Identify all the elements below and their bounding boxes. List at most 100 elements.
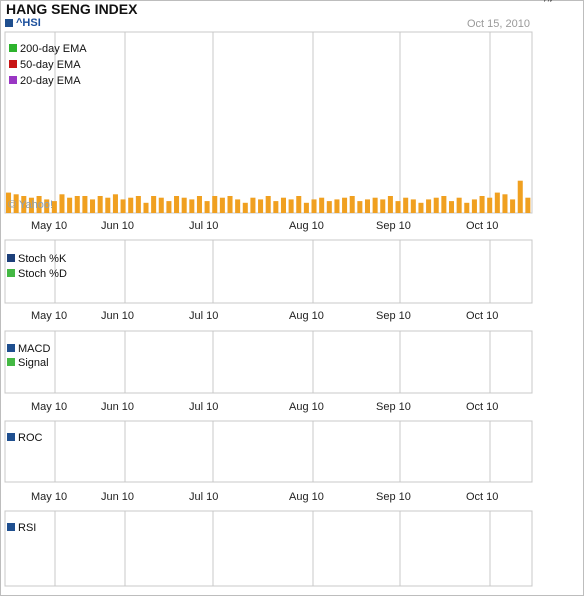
volume-bar [13,194,19,213]
volume-bar [151,196,157,213]
volume-bar [342,197,348,213]
roc-x-tick-1: Jun 10 [101,491,134,503]
macd-y-tick-1: 500 [537,0,555,3]
volume-bar [510,199,516,213]
macd-x-tick-4: Sep 10 [376,401,411,413]
price-y-tick-5: 19,000 [537,0,571,3]
price-y-tick-2: 22,000 [537,0,571,3]
volume-bar [74,196,80,213]
legend-rsi-swatch [7,523,15,531]
roc-y-tick-2: -1,000 [537,0,568,3]
legend-stoch-d-swatch [7,269,15,277]
rsi-y-tick-4: 0 [537,0,543,3]
legend-macd-swatch [7,344,15,352]
legend-roc-label: ROC [18,432,43,444]
symbol-text: ^HSI [16,17,41,29]
macd-x-tick-2: Jul 10 [189,401,218,413]
volume-bar [212,196,218,213]
legend-stoch-k-label: Stoch %K [18,253,67,265]
volume-bar [120,199,126,213]
volume-bar [517,180,523,213]
legend-ema20-swatch [9,76,17,84]
volume-bar [464,202,470,213]
rsi-y-tick-2: 50 [537,0,549,3]
price-x-tick-3: Aug 10 [289,220,324,232]
volume-bar [181,197,187,213]
price-x-tick-0: May 10 [31,220,67,232]
volume-bar [487,197,493,213]
volume-bar [319,197,325,213]
volume-bar [128,197,134,213]
yahoo-watermark: © Yahoo! [8,199,53,211]
volume-bar [21,196,27,213]
volume-bar [471,199,477,213]
roc-x-tick-2: Jul 10 [189,491,218,503]
volume-bar [158,197,164,213]
macd-x-tick-1: Jun 10 [101,401,134,413]
volume-bar [525,197,531,213]
stoch-x-tick-1: Jun 10 [101,310,134,322]
roc-x-tick-3: Aug 10 [289,491,324,503]
stoch-x-tick-5: Oct 10 [466,310,498,322]
price-y-tick-6: 18,000 [537,0,571,3]
legend-roc-swatch [7,433,15,441]
legend-macd-label: MACD [18,343,50,355]
stoch-x-tick-4: Sep 10 [376,310,411,322]
volume-bar [372,197,378,213]
volume-bar [82,196,88,213]
volume-bar [6,192,12,213]
volume-bar [265,196,271,213]
volume-bar [311,199,317,213]
legend-signal-label: Signal [18,357,49,369]
macd-plot-area [4,330,533,394]
volume-bar [227,196,233,213]
volume-bar [143,202,149,213]
stoch-x-tick-0: May 10 [31,310,67,322]
volume-bar [242,202,248,213]
macd-x-tick-3: Aug 10 [289,401,324,413]
price-x-tick-5: Oct 10 [466,220,498,232]
volume-bar [189,199,195,213]
legend-signal-swatch [7,358,15,366]
volume-bar [174,196,180,213]
chart-date: Oct 15, 2010 [467,18,530,30]
volume-bar [387,196,393,213]
macd-y-tick-2: 0 [537,0,543,3]
volume-bar [250,197,256,213]
price-y-tick-1: 23,000 [537,0,571,3]
volume-bar [235,199,241,213]
macd-x-tick-5: Oct 10 [466,401,498,413]
legend-stoch-k-swatch [7,254,15,262]
volume-bar [380,199,386,213]
volume-bar [44,199,50,213]
volume-bar [288,199,294,213]
volume-bar [418,202,424,213]
volume-bar [479,196,485,213]
volume-bar [166,201,172,213]
volume-bar [36,196,42,213]
volume-bar [204,201,210,213]
roc-x-tick-0: May 10 [31,491,67,503]
rsi-y-tick-1: 80 [537,0,549,3]
legend-rsi-label: RSI [18,522,36,534]
volume-bar [334,199,340,213]
volume-bar [349,196,355,213]
legend-ema200-swatch [9,44,17,52]
stoch-y-tick-2: 0 [537,0,543,3]
price-y-tick-3: 21,000 [537,0,571,3]
volume-bar [494,192,500,213]
roc-x-tick-5: Oct 10 [466,491,498,503]
legend-stoch-d-label: Stoch %D [18,268,67,280]
volume-bar [441,196,447,213]
volume-bar [59,194,65,213]
stoch-plot-area [4,239,533,304]
rsi-y-tick-0: 100 [537,0,555,3]
volume-bar [196,196,202,213]
volume-bar [28,197,34,213]
stoch-y-tick-0: 100 [537,0,555,3]
volume-bar [410,199,416,213]
volume-bar [135,196,141,213]
price-y-tick-0: 24,000 [537,0,571,3]
stoch-y-tick-1: 50 [537,0,549,3]
macd-y-tick-0: 1,000 [537,0,565,3]
